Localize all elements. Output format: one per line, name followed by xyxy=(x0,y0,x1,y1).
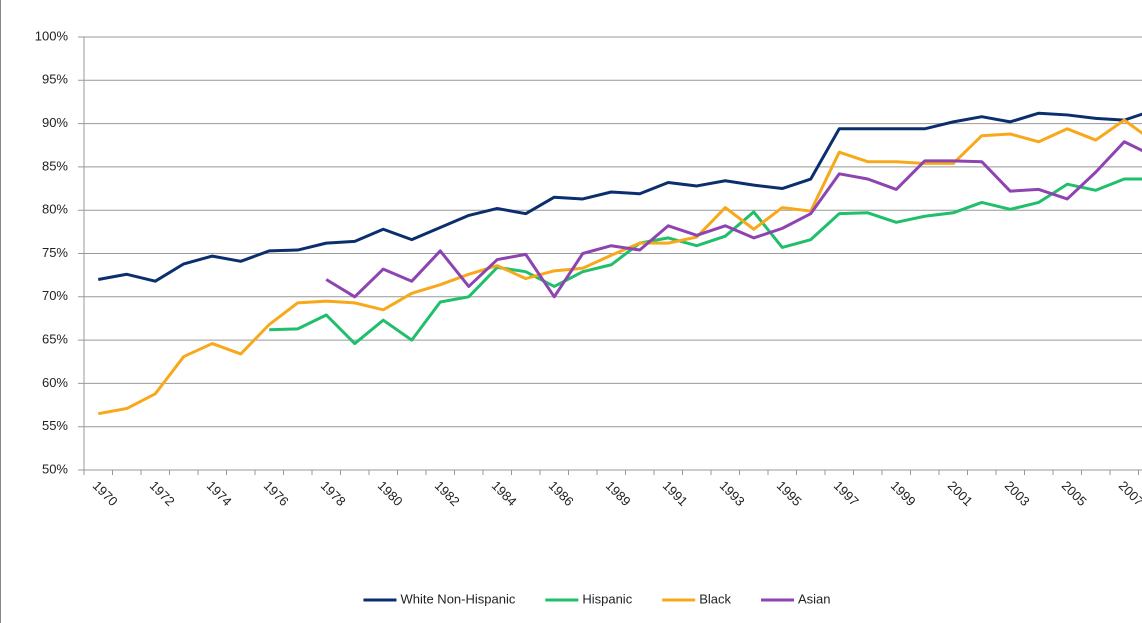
x-tick-label: 2001 xyxy=(945,478,976,509)
x-tick-label: 1991 xyxy=(660,478,691,509)
y-tick-label: 90% xyxy=(42,115,68,130)
y-tick-label: 70% xyxy=(42,288,68,303)
x-tick-label: 1997 xyxy=(831,478,862,509)
x-tick-label: 1999 xyxy=(888,478,919,509)
y-tick-label: 60% xyxy=(42,375,68,390)
x-tick-label: 1986 xyxy=(546,478,577,509)
x-tick-label: 1993 xyxy=(717,478,748,509)
series-line xyxy=(325,140,1142,299)
series-line xyxy=(97,111,1142,283)
legend: White Non-Hispanic Hispanic Black Asian xyxy=(363,591,831,606)
series-line xyxy=(269,177,1142,346)
x-tick-label: 1974 xyxy=(204,478,235,509)
x-tick-label: 2003 xyxy=(1002,478,1033,509)
x-tick-label: 1972 xyxy=(147,478,178,509)
y-tick-label: 80% xyxy=(42,202,68,217)
x-tick-label: 2005 xyxy=(1059,478,1090,509)
legend-label: Asian xyxy=(798,591,831,606)
legend-label: Black xyxy=(699,591,731,606)
legend-label: White Non-Hispanic xyxy=(400,591,515,606)
legend-label: Hispanic xyxy=(582,591,632,606)
x-tick-label: 1984 xyxy=(489,478,520,509)
y-tick-label: 55% xyxy=(42,418,68,433)
y-tick-label: 50% xyxy=(42,461,68,476)
x-tick-label: 1989 xyxy=(603,478,634,509)
y-tick-label: 95% xyxy=(42,72,68,87)
x-tick-label: 1995 xyxy=(774,478,805,509)
y-tick-label: 85% xyxy=(42,158,68,173)
y-tick-label: 100% xyxy=(35,28,69,43)
x-tick-label: 1980 xyxy=(375,478,406,509)
y-tick-label: 75% xyxy=(42,245,68,260)
x-tick-label: 1982 xyxy=(432,478,463,509)
x-tick-label: 1970 xyxy=(90,478,121,509)
x-tick-label: 1978 xyxy=(318,478,349,509)
y-tick-label: 65% xyxy=(42,332,68,347)
x-tick-label: 2007 xyxy=(1116,478,1142,509)
x-tick-label: 1976 xyxy=(261,478,292,509)
